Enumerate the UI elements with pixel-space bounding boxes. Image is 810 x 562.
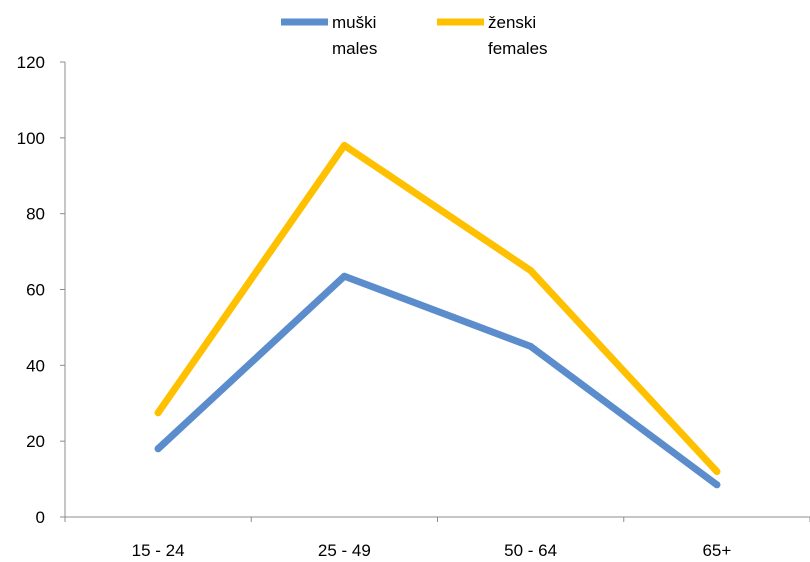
legend: muški males ženski females [281, 13, 548, 58]
data-point [340, 272, 348, 280]
data-point [340, 141, 348, 149]
y-tick-label: 40 [26, 356, 45, 375]
x-tick-label: 65+ [702, 541, 731, 560]
x-tick-label: 15 - 24 [132, 541, 185, 560]
y-tick-label: 80 [26, 205, 45, 224]
data-point [527, 267, 535, 275]
y-tick-label: 60 [26, 281, 45, 300]
legend-item: muški males [281, 13, 377, 58]
legend-label: females [488, 39, 548, 58]
data-point [713, 481, 721, 489]
data-point [713, 468, 721, 475]
y-tick-label: 0 [36, 508, 45, 527]
y-tick-label: 120 [17, 53, 45, 72]
y-tick-label: 20 [26, 432, 45, 451]
x-tick-label: 25 - 49 [318, 541, 371, 560]
series-line-1 [154, 141, 721, 475]
data-point [527, 342, 535, 350]
y-tick-label: 100 [17, 129, 45, 148]
legend-label: muški [332, 13, 376, 32]
legend-label: ženski [488, 13, 536, 32]
y-axis-ticks: 0 20 40 60 80 100 120 [17, 53, 65, 527]
x-tick-label: 50 - 64 [504, 541, 557, 560]
legend-label: males [332, 39, 377, 58]
data-point [154, 409, 162, 417]
legend-item: ženski females [437, 13, 548, 58]
series-lines [154, 141, 721, 489]
x-axis-ticks: 15 - 24 25 - 49 50 - 64 65+ [64, 517, 810, 560]
series-line-0 [154, 272, 721, 489]
data-point [154, 445, 162, 453]
